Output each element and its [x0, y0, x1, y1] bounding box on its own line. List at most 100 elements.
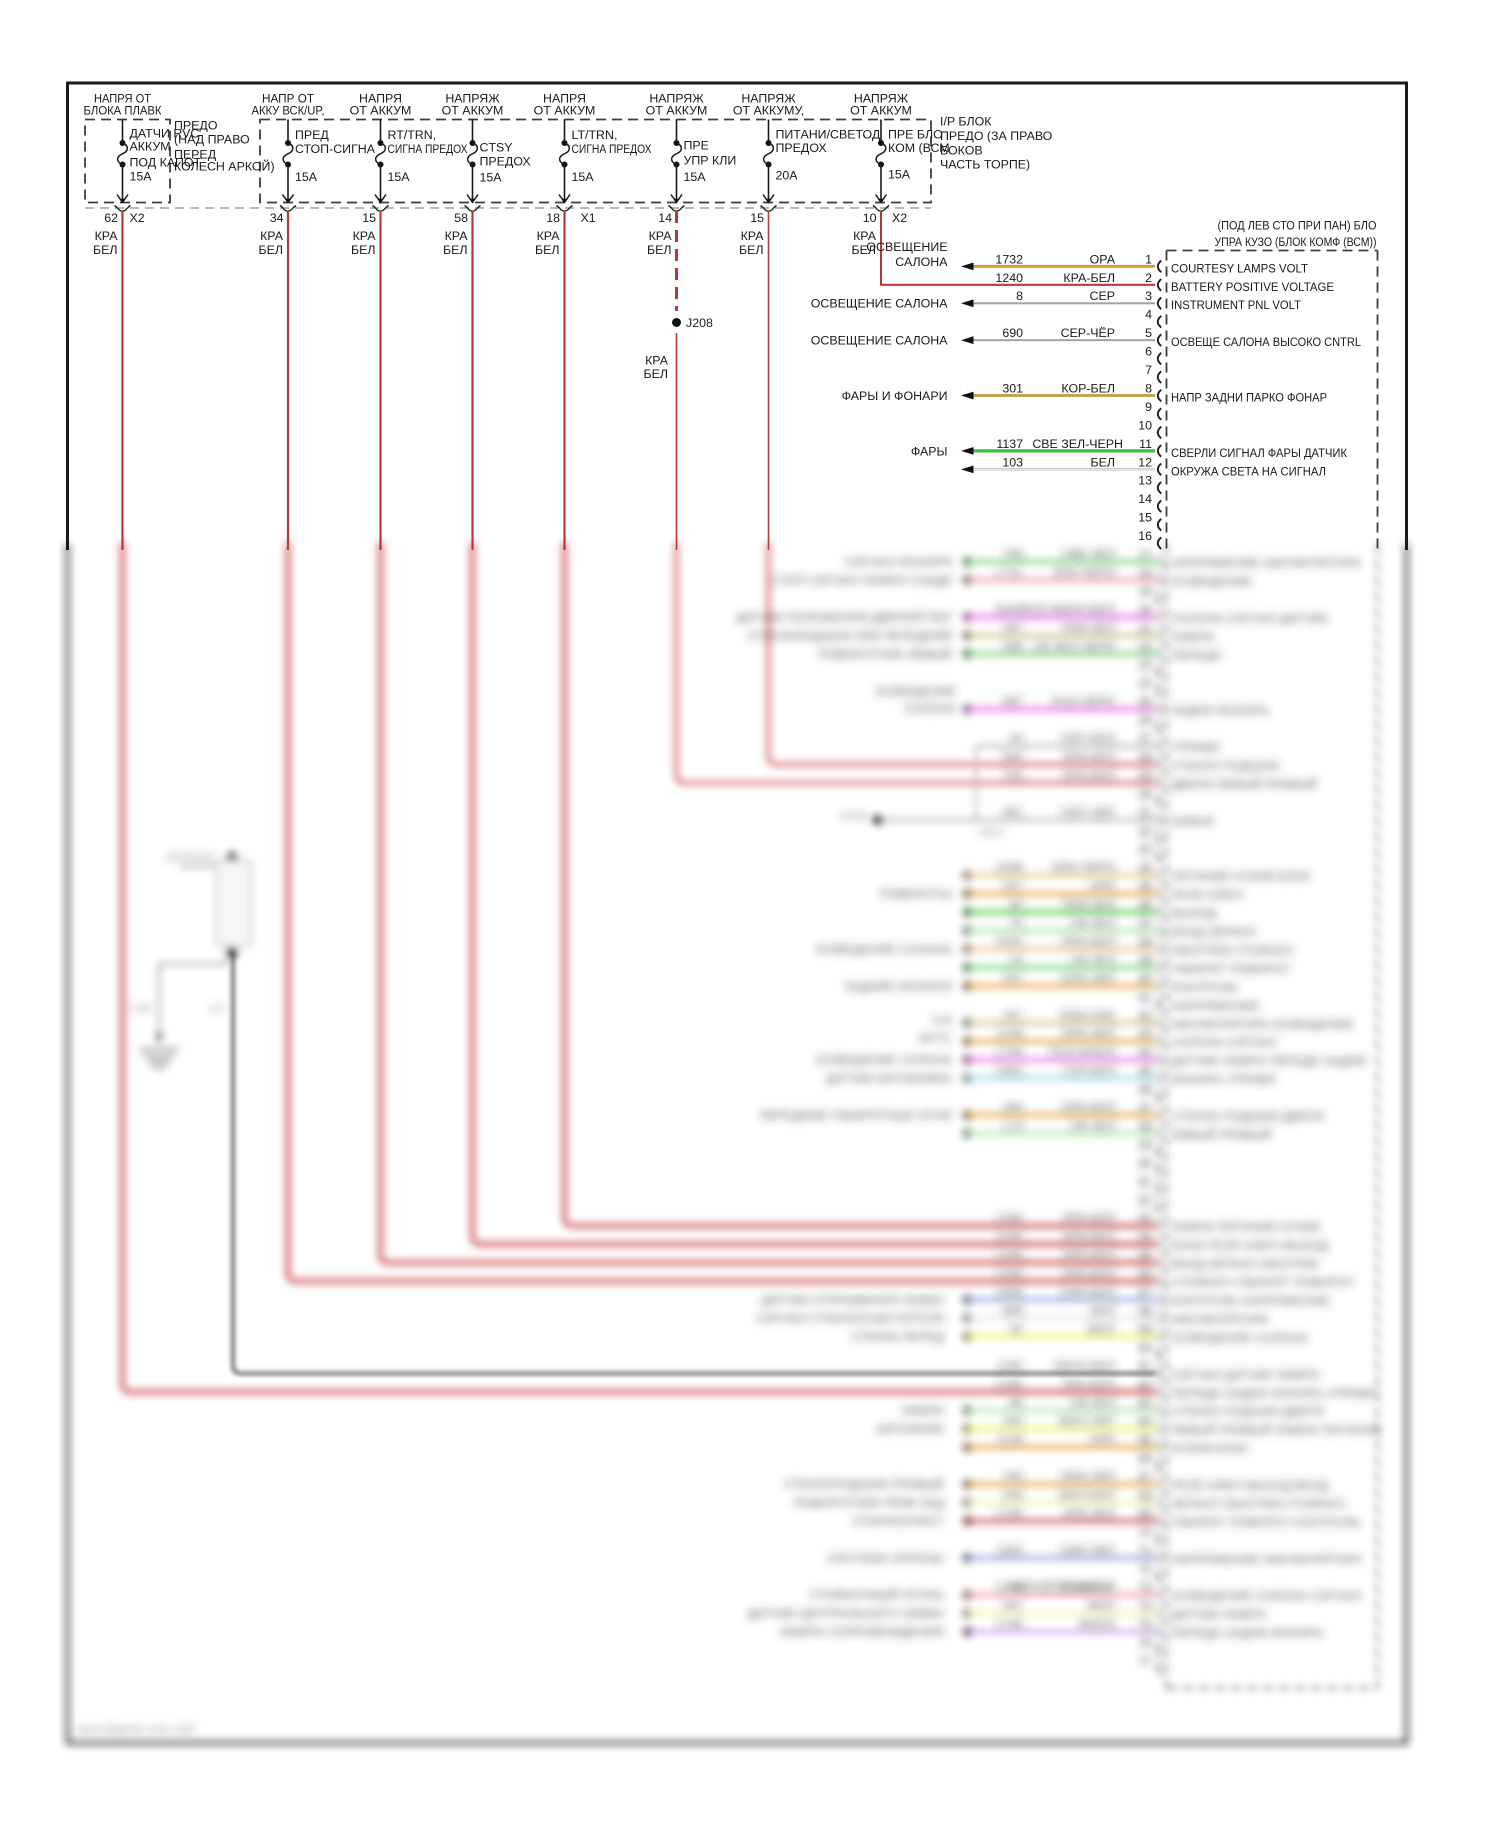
svg-text:СВЕРЛИ СИГНАЛ ФАРЫ ДАТЧИК: СВЕРЛИ СИГНАЛ ФАРЫ ДАТЧИК — [1171, 446, 1348, 460]
svg-text:КОЛЕСН АРКОЙ): КОЛЕСН АРКОЙ) — [174, 158, 275, 173]
svg-text:1137: 1137 — [996, 437, 1023, 451]
svg-text:БЕЛ: БЕЛ — [647, 243, 672, 257]
svg-text:КРА-ЗЕЛ: КРА-ЗЕЛ — [1064, 1506, 1115, 1520]
svg-text:ГАБАРИТ ПОВОРОТ: ГАБАРИТ ПОВОРОТ — [1171, 962, 1291, 976]
svg-text:ОРА: ОРА — [1090, 1433, 1116, 1447]
svg-text:X1: X1 — [581, 211, 596, 225]
svg-text:1240: 1240 — [995, 1211, 1023, 1225]
svg-text:СТЕКЛО ПОДЪЕМ: СТЕКЛО ПОДЪЕМ — [1171, 759, 1279, 773]
svg-text:1036: 1036 — [995, 861, 1023, 875]
svg-text:15А: 15А — [572, 170, 595, 184]
svg-text:КРА-БЕЛ: КРА-БЕЛ — [1063, 1211, 1115, 1225]
svg-text:36: 36 — [1138, 898, 1152, 912]
svg-text:347: 347 — [1002, 1599, 1023, 1613]
svg-text:746: 746 — [1002, 547, 1023, 561]
svg-text:КОР-БЕЛ: КОР-БЕЛ — [1061, 382, 1115, 396]
svg-text:ОСВЕЩЕНИЕ САЛОНА: ОСВЕЩЕНИЕ САЛОНА — [815, 943, 952, 957]
svg-text:КРА-БЕЛ: КРА-БЕЛ — [1063, 1230, 1115, 1244]
svg-text:70: 70 — [1138, 1525, 1152, 1539]
svg-text:СВЕ ЗЕЛ-ЧЕРН: СВЕ ЗЕЛ-ЧЕРН — [1032, 437, 1123, 451]
svg-text:10: 10 — [1138, 418, 1152, 432]
svg-text:ОСВЕЩЕНИЕ САЛОНА СИГНАЛ: ОСВЕЩЕНИЕ САЛОНА СИГНАЛ — [1171, 1589, 1361, 1603]
svg-text:ФАРЫ: ФАРЫ — [911, 444, 948, 458]
svg-text:15А: 15А — [388, 170, 411, 184]
svg-text:597: 597 — [1002, 695, 1023, 709]
svg-text:ПОВОРОТЫ: ПОВОРОТЫ — [880, 887, 952, 901]
svg-text:РОЗ-ФИОЛ: РОЗ-ФИОЛ — [1050, 1045, 1115, 1059]
svg-text:ЧЕРН-БЕЛ: ЧЕРН-БЕЛ — [1053, 1359, 1115, 1373]
svg-text:КРА-БЕЛ: КРА-БЕЛ — [1063, 1248, 1115, 1262]
svg-text:СИСТЕМА ОХРАНЫ: СИСТЕМА ОХРАНЫ — [827, 1551, 944, 1565]
svg-text:451: 451 — [1002, 805, 1023, 819]
svg-text:(ПОД ЛЕВ СТО ПРИ ПАН) БЛО: (ПОД ЛЕВ СТО ПРИ ПАН) БЛО — [1218, 218, 1377, 232]
svg-text:237: 237 — [1002, 879, 1023, 893]
svg-text:БЕЛ: БЕЛ — [1090, 1304, 1115, 1318]
svg-text:НАПРЯЖ: НАПРЯЖ — [741, 91, 796, 105]
svg-text:БЕЛ: БЕЛ — [739, 243, 764, 257]
svg-text:1746: 1746 — [995, 1617, 1023, 1631]
svg-text:ОТ АККУМ: ОТ АККУМ — [646, 103, 708, 117]
svg-text:СВ-ЗЕЛ: СВ-ЗЕЛ — [1070, 1119, 1115, 1133]
svg-text:73: 73 — [1138, 1581, 1152, 1595]
svg-text:ФАРЫ И ФОНАРИ: ФАРЫ И ФОНАРИ — [842, 389, 948, 403]
svg-text:БЕЛ: БЕЛ — [351, 243, 376, 257]
svg-text:1240: 1240 — [995, 271, 1023, 285]
svg-text:КРА: КРА — [353, 229, 377, 243]
svg-text:(НАД ПРАВО: (НАД ПРАВО — [174, 132, 250, 146]
svg-text:КРА-БЕЛ: КРА-БЕЛ — [1063, 1267, 1115, 1281]
svg-text:46: 46 — [1138, 1083, 1152, 1097]
svg-text:157: 157 — [1002, 1008, 1023, 1022]
svg-text:ПРЕД: ПРЕД — [295, 128, 329, 142]
svg-text:14: 14 — [658, 211, 672, 225]
svg-text:СТЕКЛО ПОДЪЕМ ДВЕРИ: СТЕКЛО ПОДЪЕМ ДВЕРИ — [1171, 1110, 1324, 1124]
svg-text:ЗАМОК: ЗАМОК — [901, 1404, 945, 1418]
svg-text:1732: 1732 — [995, 252, 1023, 266]
svg-text:30: 30 — [1138, 787, 1152, 801]
svg-text:ЧЕРН/РОЗ-БЕЛ 2: ЧЕРН/РОЗ-БЕЛ 2 — [1011, 1580, 1112, 1594]
svg-text:БЕЛ: БЕЛ — [1090, 455, 1115, 469]
svg-text:1240: 1240 — [995, 1230, 1023, 1244]
svg-text:22: 22 — [1138, 640, 1152, 654]
svg-text:15А: 15А — [480, 170, 503, 184]
svg-text:17: 17 — [1138, 548, 1152, 562]
svg-text:СТОЯНОЧНЫЙ ОГОНЬ: СТОЯНОЧНЫЙ ОГОНЬ — [809, 1587, 944, 1602]
svg-text:ВЫХОД: ВЫХОД — [1171, 907, 1216, 921]
svg-text:САЛОНА: САЛОНА — [895, 255, 948, 269]
svg-text:ПОВОРОТНИК ПРАВ ЗАД: ПОВОРОТНИК ПРАВ ЗАД — [793, 1496, 944, 1510]
svg-text:СЕР-ЧЁР: СЕР-ЧЁР — [1061, 326, 1115, 340]
svg-text:23: 23 — [1138, 658, 1152, 672]
svg-text:690: 690 — [1002, 326, 1023, 340]
svg-text:24: 24 — [1009, 953, 1023, 967]
svg-text:ОСВЕЩЕНИЕ: ОСВЕЩЕНИЕ — [866, 240, 947, 254]
svg-text:СВ ЗЕЛ-ЧЕРН: СВ ЗЕЛ-ЧЕРН — [1033, 639, 1115, 653]
svg-text:СТЕКЛОПОДЪЕМ ПРАВЫЙ: СТЕКЛОПОДЪЕМ ПРАВЫЙ — [783, 1477, 944, 1492]
svg-text:СТОЯНОЧ ГАБАРИТ ПОВОРОТ: СТОЯНОЧ ГАБАРИТ ПОВОРОТ — [1171, 1276, 1355, 1290]
svg-text:48: 48 — [1138, 1120, 1152, 1134]
svg-text:56: 56 — [1138, 1267, 1152, 1281]
svg-text:INSTRUMENT PNL VOLT: INSTRUMENT PNL VOLT — [1171, 298, 1301, 312]
svg-text:ВХОД ЗЕРКАЛ: ВХОД ЗЕРКАЛ — [1171, 925, 1256, 939]
svg-text:КОМ (ВСМ: КОМ (ВСМ — [888, 141, 950, 155]
svg-text:16: 16 — [1138, 529, 1152, 543]
svg-text:ЗЕРКАЛ ОБОГРЕВ СТОЯНОЧ: ЗЕРКАЛ ОБОГРЕВ СТОЯНОЧ — [1171, 1497, 1345, 1511]
svg-text:СИГНАЛ СТЕКЛООЧИСТИТЕЛЯ: СИГНАЛ СТЕКЛООЧИСТИТЕЛЯ — [757, 1312, 944, 1326]
svg-text:J208: J208 — [686, 316, 713, 330]
svg-text:КРА-ЧЕРН: КРА-ЧЕРН — [1054, 566, 1115, 580]
svg-text:БЛОКА ПЛАВК: БЛОКА ПЛАВК — [84, 103, 163, 117]
svg-text:НАПРЯ: НАПРЯ — [543, 91, 586, 105]
svg-text:ПЕРЕДНИЕ ГАБАРИТНЫЕ ОГНИ: ПЕРЕДНИЕ ГАБАРИТНЫЕ ОГНИ — [760, 1109, 952, 1123]
svg-text:С/З: С/З — [932, 1013, 952, 1027]
svg-text:58: 58 — [1138, 1304, 1152, 1318]
svg-text:ПРЕДО: ПРЕДО — [174, 118, 218, 132]
svg-text:6: 6 — [1145, 345, 1152, 359]
svg-text:28: 28 — [1138, 751, 1152, 765]
svg-text:ПРЕДО (ЗА ПРАВО: ПРЕДО (ЗА ПРАВО — [940, 129, 1053, 143]
svg-text:КРА: КРА — [741, 229, 765, 243]
svg-text:62: 62 — [1138, 1378, 1152, 1392]
svg-text:29: 29 — [1138, 769, 1152, 783]
svg-text:62: 62 — [104, 211, 118, 225]
svg-text:ПИТАНИЕ КУЗОВ БЛОК: ПИТАНИЕ КУЗОВ БЛОК — [1171, 870, 1311, 884]
svg-text:АККУ ВСК/UP,: АККУ ВСК/UP, — [252, 103, 325, 117]
svg-text:КУЗОВ БЛОК: КУЗОВ БЛОК — [1171, 1442, 1249, 1456]
svg-text:СТЕКЛО ПОДЪЕМ ДВЕРИ: СТЕКЛО ПОДЪЕМ ДВЕРИ — [1171, 1405, 1324, 1419]
